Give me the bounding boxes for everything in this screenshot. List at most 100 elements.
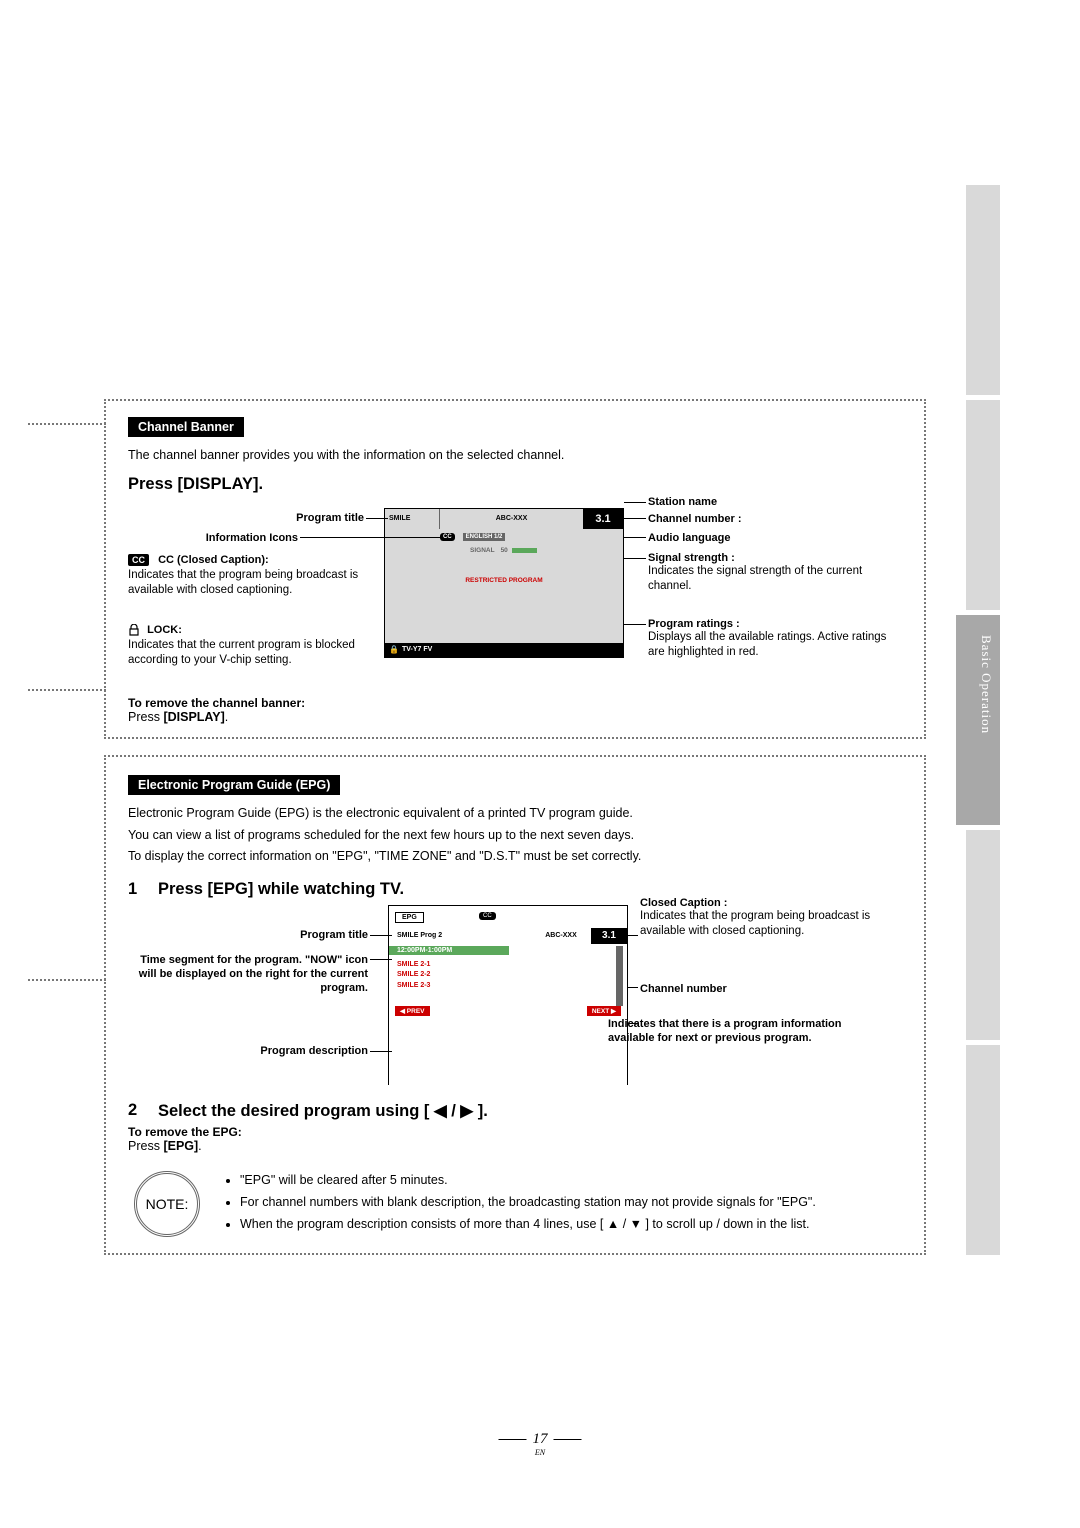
manual-page: Basic Operation Channel Banner The chann… — [80, 55, 1000, 1475]
sidebar-section-block — [966, 185, 1000, 395]
label-cc: CC CC (Closed Caption): Indicates that t… — [128, 554, 364, 599]
channel-banner-screen: SMILE ABC-XXX 3.1 CC ENGLISH 1/2 SIGNAL … — [384, 508, 624, 658]
step-1-num: 1 — [128, 880, 158, 899]
signal-label: SIGNAL — [470, 547, 495, 554]
label-next-prev: Indicates that there is a program inform… — [608, 1017, 878, 1046]
label-station-name: Station name — [648, 496, 717, 508]
epg-list-item: SMILE 2-1 — [397, 960, 619, 971]
label-closed-caption: Closed Caption : Indicates that the prog… — [640, 897, 890, 940]
signal-bar-icon — [512, 548, 537, 553]
screen-program: SMILE — [385, 509, 440, 529]
label-program-ratings: Program ratings : Displays all the avail… — [648, 618, 888, 661]
dotted-connector — [28, 979, 106, 981]
epg-list-item: SMILE 2-3 — [397, 981, 619, 992]
screen-lang: ENGLISH 1/2 — [463, 533, 506, 541]
epg-time: 12:00PM-1:00PM — [389, 946, 509, 955]
epg-cc-icon: CC — [479, 912, 496, 920]
note-list: "EPG" will be cleared after 5 minutes. F… — [222, 1171, 816, 1237]
page-lang: EN — [493, 1448, 588, 1457]
rule-icon — [499, 1439, 527, 1440]
note-item: When the program description consists of… — [240, 1215, 816, 1233]
lock-title: LOCK: — [147, 624, 182, 636]
cc-title: CC (Closed Caption): — [158, 554, 269, 566]
note-icon: NOTE: — [134, 1171, 200, 1237]
connector-line — [300, 537, 440, 538]
remove-text-c: . — [198, 1139, 201, 1153]
epg-program: SMILE Prog 2 — [389, 928, 531, 944]
epg-title-row: SMILE Prog 2 ABC-XXX 3.1 — [389, 928, 627, 944]
epg-next-button: NEXT ▶ — [587, 1006, 621, 1016]
epg-section: Electronic Program Guide (EPG) Electroni… — [104, 755, 926, 1255]
signal-strength-title: Signal strength : — [648, 552, 735, 564]
dotted-connector — [28, 689, 106, 691]
banner-row-title: SMILE ABC-XXX 3.1 — [385, 509, 623, 529]
epg-intro1: Electronic Program Guide (EPG) is the el… — [128, 805, 902, 823]
channel-banner-section: Channel Banner The channel banner provid… — [104, 399, 926, 739]
label-audio-lang: Audio language — [648, 532, 731, 544]
remove-text-a: Press — [128, 1139, 163, 1153]
epg-prev-button: ◀ PREV — [395, 1006, 430, 1016]
connector-line — [624, 502, 646, 503]
label-program-title: Program title — [128, 929, 368, 941]
lock-desc: Indicates that the current program is bl… — [128, 638, 364, 669]
remove-text-b: [EPG] — [163, 1139, 198, 1153]
cc-badge-icon: CC — [128, 554, 149, 566]
note-item: "EPG" will be cleared after 5 minutes. — [240, 1171, 816, 1189]
label-signal-strength: Signal strength : Indicates the signal s… — [648, 552, 888, 595]
connector-line — [624, 624, 646, 625]
rating-text: TV-Y7 FV — [402, 646, 432, 653]
epg-station: ABC-XXX — [531, 928, 591, 944]
connector-line — [366, 518, 388, 519]
rule-icon — [554, 1439, 582, 1440]
epg-intro2: You can view a list of programs schedule… — [128, 827, 902, 845]
cc-title: Closed Caption : — [640, 897, 727, 909]
rating-bar: 🔒 TV-Y7 FV — [385, 643, 623, 657]
signal-value: 50 — [501, 547, 508, 554]
section-heading-badge: Channel Banner — [128, 417, 244, 437]
epg-desc-area — [389, 1024, 627, 1086]
step-1-text: Press [EPG] while watching TV. — [158, 880, 404, 899]
sidebar-section-block — [966, 830, 1000, 1040]
connector-line — [370, 959, 392, 960]
epg-list-item: SMILE 2-2 — [397, 970, 619, 981]
connector-line — [628, 1023, 638, 1024]
connector-line — [628, 935, 638, 936]
connector-line — [624, 518, 646, 519]
banner-row-signal: SIGNAL 50 — [385, 545, 623, 557]
sidebar-section-block — [966, 400, 1000, 610]
label-lock: LOCK: Indicates that the current program… — [128, 624, 364, 669]
connector-line — [370, 1051, 392, 1052]
connector-line — [624, 558, 646, 559]
cc-desc: Indicates that the program being broadca… — [640, 909, 890, 940]
note-label: NOTE: — [146, 1196, 189, 1212]
epg-header: EPG — [395, 912, 424, 923]
screen-channel-num: 3.1 — [583, 509, 623, 529]
connector-line — [370, 935, 392, 936]
dotted-connector — [28, 423, 106, 425]
intro-text: The channel banner provides you with the… — [128, 447, 902, 465]
note-item: For channel numbers with blank descripti… — [240, 1193, 816, 1211]
restricted-label: RESTRICTED PROGRAM — [465, 577, 542, 584]
note-block: NOTE: "EPG" will be cleared after 5 minu… — [128, 1171, 902, 1237]
channel-banner-diagram: Program title Information Icons CC CC (C… — [128, 506, 902, 726]
program-ratings-title: Program ratings : — [648, 618, 740, 630]
epg-intro3: To display the correct information on "E… — [128, 848, 902, 866]
remove-epg-title: To remove the EPG: — [128, 1125, 902, 1139]
sidebar-active-label: Basic Operation — [978, 635, 994, 734]
connector-line — [624, 537, 646, 538]
epg-scrollbar — [616, 946, 623, 1006]
remove-epg-text: Press [EPG]. — [128, 1139, 902, 1153]
cc-desc: Indicates that the program being broadca… — [128, 568, 364, 599]
epg-program-list: SMILE 2-1 SMILE 2-2 SMILE 2-3 — [389, 960, 619, 992]
program-ratings-desc: Displays all the available ratings. Acti… — [648, 630, 888, 661]
signal-strength-desc: Indicates the signal strength of the cur… — [648, 564, 888, 595]
label-channel-number: Channel number — [640, 983, 727, 995]
epg-diagram: Program title Time segment for the progr… — [128, 905, 902, 1105]
lock-icon-small: 🔒 — [389, 645, 399, 654]
page-num-value: 17 — [533, 1431, 548, 1447]
sidebar-section-block — [966, 1045, 1000, 1255]
screen-cc-icon: CC — [440, 533, 455, 541]
press-display-heading: Press [DISPLAY]. — [128, 475, 902, 494]
epg-screen: EPG CC SMILE Prog 2 ABC-XXX 3.1 12:00PM-… — [388, 905, 628, 1085]
label-program-desc: Program description — [128, 1045, 368, 1057]
